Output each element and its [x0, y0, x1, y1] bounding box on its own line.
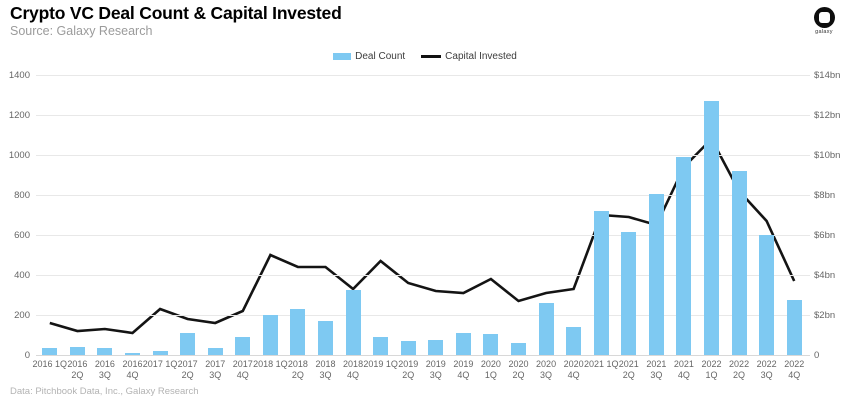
- gridline: [36, 114, 810, 116]
- deal-count-bar: [69, 347, 85, 355]
- deal-count-bar: [538, 303, 554, 355]
- legend-item-capital-invested: Capital Invested: [421, 51, 517, 62]
- deal-count-bar: [373, 337, 389, 355]
- deal-count-swatch-icon: [333, 53, 352, 60]
- x-axis-tick: 2020 2Q: [508, 359, 529, 380]
- legend-item-deal-count: Deal Count: [333, 51, 405, 62]
- y-axis-right-tick: $8bn: [814, 190, 836, 201]
- y-axis-left-tick: 0: [24, 350, 30, 361]
- gridline: [36, 314, 810, 316]
- x-axis-tick: 2021 4Q: [673, 359, 694, 380]
- x-axis-tick: 2016 1Q: [32, 359, 68, 369]
- x-axis-tick: 2018 2Q: [287, 359, 308, 380]
- deal-count-bar: [42, 348, 58, 355]
- gridline: [36, 234, 810, 236]
- deal-count-bar: [759, 235, 775, 355]
- x-axis-tick: 2022 3Q: [756, 359, 777, 380]
- deal-count-bar: [180, 332, 196, 355]
- chart-legend: Deal Count Capital Invested: [0, 51, 850, 62]
- legend-label-capital-invested: Capital Invested: [445, 51, 517, 62]
- y-axis-left-tick: 200: [14, 310, 30, 321]
- deal-count-bar: [318, 321, 333, 355]
- deal-count-bar: [621, 232, 637, 355]
- x-axis-tick: 2022 1Q: [701, 359, 722, 380]
- deal-count-bar: [152, 350, 168, 355]
- deal-count-bar: [786, 300, 802, 355]
- x-axis-tick: 2018 3Q: [315, 359, 336, 380]
- x-axis-tick: 2017 3Q: [205, 359, 226, 380]
- x-axis-tick: 2021 3Q: [646, 359, 667, 380]
- deal-count-bar: [125, 353, 140, 355]
- deal-count-bar: [731, 171, 747, 355]
- x-axis-tick: 2016 4Q: [122, 359, 143, 380]
- deal-count-bar: [97, 348, 113, 355]
- y-axis-right-tick: $10bn: [814, 150, 841, 161]
- deal-count-bar: [648, 194, 664, 355]
- x-axis-tick: 2017 4Q: [232, 359, 253, 380]
- data-credit: Data: Pitchbook Data, Inc., Galaxy Resea…: [10, 386, 199, 397]
- gridline: [36, 354, 810, 356]
- x-axis-tick: 2017 2Q: [177, 359, 198, 380]
- y-axis-left-tick: 800: [14, 190, 30, 201]
- y-axis-right-tick: $6bn: [814, 230, 836, 241]
- legend-label-deal-count: Deal Count: [355, 51, 406, 62]
- deal-count-bar: [455, 332, 471, 355]
- galaxy-logo: galaxy: [809, 7, 839, 35]
- page-title: Crypto VC Deal Count & Capital Invested: [10, 3, 342, 23]
- x-axis-tick: 2020 1Q: [480, 359, 501, 380]
- x-axis-tick: 2017 1Q: [142, 359, 178, 369]
- galaxy-logo-word: galaxy: [815, 29, 833, 35]
- x-axis-tick: 2016 2Q: [67, 359, 88, 380]
- deal-count-bar: [428, 340, 444, 355]
- deal-count-bar: [290, 309, 306, 355]
- y-axis-left-tick: 1200: [8, 110, 30, 121]
- deal-count-bar: [400, 341, 416, 355]
- gridline: [36, 154, 810, 156]
- x-axis-tick: 2018 4Q: [343, 359, 364, 380]
- deal-count-bar: [262, 315, 278, 355]
- y-axis-left-tick: 400: [14, 270, 30, 281]
- capital-invested-swatch-icon: [421, 55, 442, 58]
- deal-count-bar: [235, 337, 251, 355]
- x-axis-tick: 2020 3Q: [536, 359, 557, 380]
- x-axis-tick: 2019 2Q: [398, 359, 419, 380]
- y-axis-left-tick: 600: [14, 230, 30, 241]
- x-axis-tick: 2021 2Q: [618, 359, 639, 380]
- y-axis-left-tick: 1400: [8, 70, 30, 81]
- gridline: [36, 274, 810, 276]
- x-axis-tick: 2020 4Q: [563, 359, 584, 380]
- x-axis-tick: 2019 4Q: [453, 359, 474, 380]
- y-axis-right-tick: $2bn: [814, 310, 836, 321]
- x-axis-tick: 2016 3Q: [94, 359, 115, 380]
- chart-source: Source: Galaxy Research: [10, 24, 153, 38]
- deal-count-bar: [704, 101, 719, 355]
- gridline: [36, 74, 810, 76]
- x-axis-tick: 2019 3Q: [425, 359, 446, 380]
- deal-count-bar: [676, 157, 692, 355]
- x-axis-tick: 2022 2Q: [729, 359, 750, 380]
- deal-count-bar: [207, 348, 223, 355]
- deal-count-bar: [483, 334, 499, 355]
- x-axis-tick: 2019 1Q: [363, 359, 398, 369]
- galaxy-logo-icon: [813, 7, 835, 28]
- x-axis-tick: 2018 1Q: [253, 359, 288, 369]
- y-axis-right-tick: $14bn: [814, 70, 841, 81]
- deal-count-bar: [566, 327, 582, 355]
- y-axis-left-tick: 1000: [8, 150, 30, 161]
- x-axis-tick: 2021 1Q: [583, 359, 619, 369]
- y-axis-right-tick: $12bn: [814, 110, 841, 121]
- y-axis-right-tick: 0: [814, 350, 820, 361]
- x-axis-tick: 2022 4Q: [784, 359, 805, 380]
- gridline: [36, 194, 810, 196]
- deal-count-bar: [593, 211, 609, 355]
- y-axis-right-tick: $4bn: [814, 270, 836, 281]
- deal-count-bar: [511, 343, 526, 355]
- deal-count-bar: [345, 290, 361, 355]
